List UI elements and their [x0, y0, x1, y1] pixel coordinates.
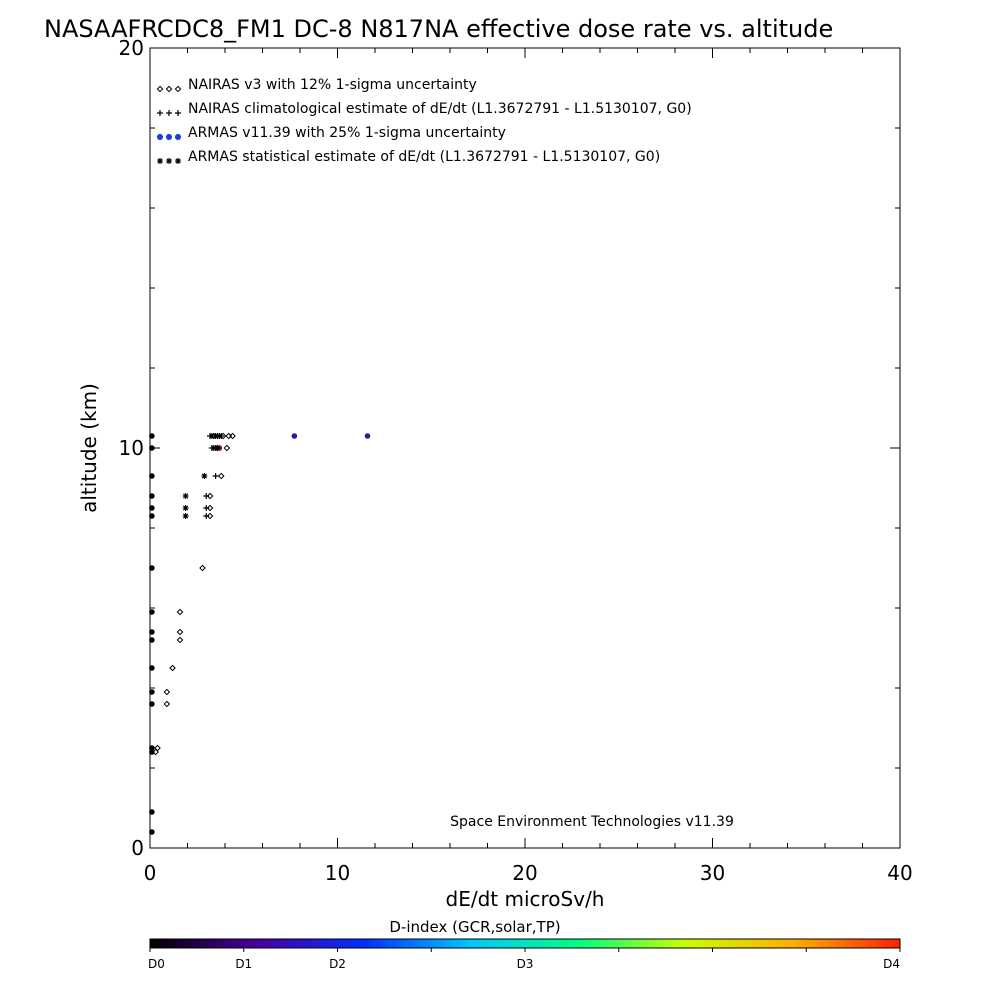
data-point: [149, 505, 155, 511]
data-point: [149, 745, 155, 751]
x-tick-label: 30: [700, 861, 725, 885]
legend-label: NAIRAS climatological estimate of dE/dt …: [188, 101, 692, 117]
data-point: [163, 700, 171, 708]
data-point: [149, 701, 155, 707]
y-tick-label: 20: [119, 36, 144, 60]
data-point: [206, 504, 214, 512]
data-point: [176, 608, 184, 616]
colorbar-tick-label: D1: [235, 957, 252, 971]
legend-label: NAIRAS v3 with 12% 1-sigma uncertainty: [188, 77, 477, 93]
data-point: [149, 809, 155, 815]
data-point: [182, 493, 189, 499]
data-point: [149, 637, 155, 643]
data-point: [203, 493, 210, 499]
legend-marker: [165, 85, 173, 93]
data-point: [149, 629, 155, 635]
data-point: [149, 749, 155, 755]
y-axis-label: altitude (km): [77, 383, 101, 513]
legend-marker: [174, 133, 182, 141]
data-point: [149, 493, 155, 499]
data-point: [203, 505, 210, 511]
series-dot: [149, 433, 371, 835]
data-point: [206, 492, 214, 500]
data-point: [208, 433, 215, 439]
data-point: [216, 433, 223, 439]
colorbar-tick-label: D2: [329, 957, 346, 971]
legend-marker: [166, 110, 172, 116]
data-point: [217, 472, 225, 480]
colorbar-tick-label: D0: [148, 957, 165, 971]
plot-frame: [149, 47, 901, 849]
data-point: [149, 473, 155, 479]
y-tick-label: 0: [131, 836, 144, 860]
data-point: [149, 689, 155, 695]
data-point: [182, 505, 189, 511]
legend-item: ARMAS v11.39 with 25% 1-sigma uncertaint…: [156, 125, 506, 141]
colorbar: [149, 938, 901, 949]
data-point: [291, 433, 298, 439]
series-diamond: [152, 432, 236, 756]
x-axis-label: dE/dt microSv/h: [446, 887, 605, 911]
data-point: [176, 636, 184, 644]
data-point: [149, 433, 155, 439]
data-point: [149, 665, 155, 671]
legend: NAIRAS v3 with 12% 1-sigma uncertainty NA…: [156, 77, 692, 165]
legend-marker: [175, 158, 181, 164]
data-point: [364, 433, 371, 439]
data-point: [199, 564, 206, 572]
data-point: [210, 445, 217, 451]
credit-annotation: Space Environment Technologies v11.39: [450, 814, 734, 830]
chart-title: NASAAFRCDC8_FM1 DC-8 N817NA effective do…: [44, 15, 833, 43]
data-point: [229, 432, 236, 440]
data-point: [163, 688, 171, 696]
axis-tick-labels: 0 10 20 30 40 0 10 20: [119, 36, 913, 885]
data-point: [149, 513, 155, 519]
data-point: [149, 445, 155, 451]
colorbar-ticks: D0 D1 D2 D3 D4: [148, 948, 901, 971]
legend-marker: [174, 85, 182, 93]
legend-marker: [157, 158, 163, 164]
colorbar-tick-label: D3: [517, 957, 534, 971]
colorbar-label: D-index (GCR,solar,TP): [389, 918, 560, 936]
colorbar-tick-label: D4: [883, 957, 900, 971]
data-point: [212, 473, 219, 479]
axis-ticks: [149, 47, 901, 849]
data-point: [201, 473, 208, 479]
legend-label: ARMAS statistical estimate of dE/dt (L1.…: [188, 149, 660, 165]
legend-item: NAIRAS climatological estimate of dE/dt …: [157, 101, 692, 117]
data-point: [206, 512, 214, 520]
data-point: [169, 664, 176, 672]
y-tick-label: 10: [119, 436, 144, 460]
data-point: [154, 744, 161, 752]
data-point: [149, 829, 155, 835]
x-tick-label: 10: [325, 861, 350, 885]
data-points: [149, 432, 371, 835]
legend-marker: [157, 110, 163, 116]
legend-marker: [165, 133, 173, 141]
x-tick-label: 20: [512, 861, 537, 885]
series-asterisk: [182, 433, 223, 519]
legend-item: NAIRAS v3 with 12% 1-sigma uncertainty: [156, 77, 477, 93]
x-tick-label: 0: [144, 861, 157, 885]
legend-label: ARMAS v11.39 with 25% 1-sigma uncertaint…: [188, 125, 506, 141]
legend-marker: [156, 133, 164, 141]
legend-item: ARMAS statistical estimate of dE/dt (L1.…: [157, 149, 660, 165]
data-point: [203, 513, 210, 519]
legend-marker: [175, 110, 181, 116]
legend-marker: [166, 158, 172, 164]
data-point: [182, 513, 189, 519]
data-point: [149, 565, 155, 571]
x-tick-label: 40: [887, 861, 912, 885]
data-point: [176, 628, 184, 636]
data-point: [212, 433, 219, 439]
data-point: [149, 609, 155, 615]
data-point: [214, 445, 221, 451]
legend-marker: [156, 85, 164, 93]
data-point: [223, 444, 231, 452]
